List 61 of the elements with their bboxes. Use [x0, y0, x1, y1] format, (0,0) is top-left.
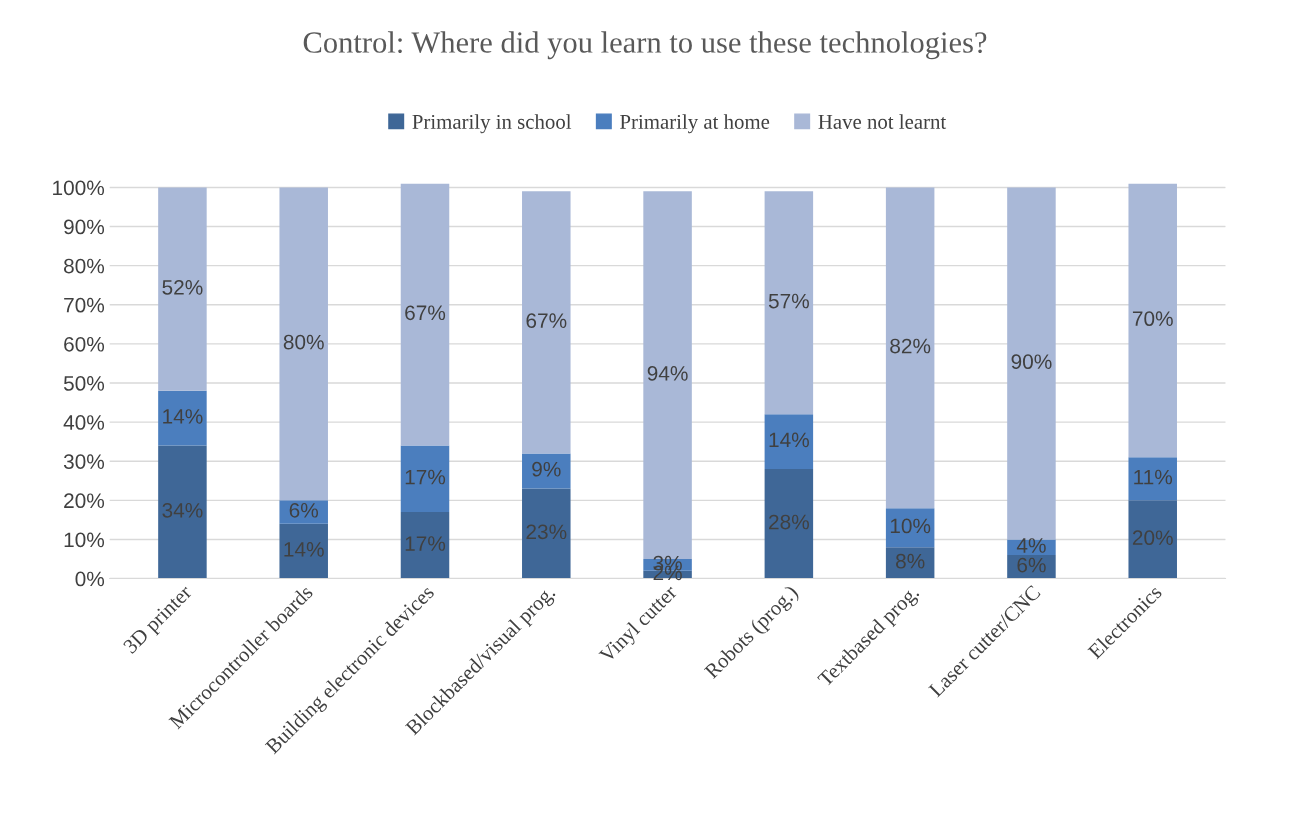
data-label: 94%: [647, 366, 688, 381]
data-label: 34%: [162, 502, 203, 518]
y-tick-label: 30%: [63, 454, 105, 469]
bar: [279, 187, 328, 501]
bar: [522, 453, 571, 489]
bar: [522, 191, 571, 454]
data-label: 67%: [405, 305, 446, 321]
bar: [1128, 457, 1177, 501]
data-label: 28%: [769, 514, 809, 530]
legend-label: Have not learnt: [818, 114, 947, 129]
data-label: 14%: [284, 542, 324, 557]
data-label: 8%: [896, 553, 925, 569]
data-label: 80%: [283, 334, 324, 350]
bar: [1128, 183, 1177, 458]
data-label: 90%: [1011, 354, 1052, 370]
bar: [1128, 500, 1177, 579]
y-tick-label: 60%: [64, 336, 105, 352]
y-tick-label: 100%: [53, 180, 105, 196]
bar: [885, 508, 935, 548]
legend-label: Primarily in school: [412, 114, 572, 134]
y-tick-label: 0%: [75, 571, 105, 587]
y-tick-label: 40%: [63, 415, 105, 430]
data-label: 6%: [1017, 557, 1046, 573]
bar: [400, 445, 450, 513]
bar: [764, 191, 814, 415]
bar: [158, 445, 207, 579]
data-label: 23%: [526, 524, 567, 540]
data-label: 17%: [405, 536, 446, 551]
y-tick-label: 70%: [64, 297, 105, 313]
data-label: 4%: [1016, 538, 1046, 553]
data-label: 14%: [769, 432, 809, 448]
data-label: 6%: [289, 502, 319, 518]
chart-title: Control: Where did you learn to use these technologies?: [303, 31, 987, 60]
bar: [764, 469, 814, 579]
data-label: 10%: [890, 518, 931, 534]
bar: [279, 500, 328, 524]
bar: [764, 414, 814, 470]
data-label: 9%: [532, 461, 561, 477]
data-label: 57%: [768, 293, 809, 309]
y-tick-label: 10%: [64, 532, 105, 548]
bar: [158, 187, 207, 391]
y-tick-label: 80%: [64, 258, 105, 274]
data-label: 14%: [163, 409, 203, 424]
bar: [400, 183, 450, 446]
bar: [158, 390, 207, 446]
bar: [400, 512, 450, 579]
data-label: 52%: [162, 279, 203, 295]
bar: [885, 187, 935, 509]
data-label: 70%: [1132, 311, 1173, 327]
bar: [279, 523, 328, 579]
data-label: 20%: [1132, 530, 1173, 546]
data-label: 82%: [890, 338, 931, 354]
data-label: 67%: [526, 313, 567, 328]
data-label: 11%: [1134, 469, 1173, 485]
y-tick-label: 50%: [63, 376, 105, 391]
data-label: 17%: [405, 469, 446, 485]
legend-label: Primarily at home: [620, 114, 770, 134]
bar: [1007, 187, 1056, 540]
y-tick-label: 90%: [64, 219, 105, 235]
bar: [522, 488, 571, 579]
y-tick-label: 20%: [64, 493, 105, 509]
